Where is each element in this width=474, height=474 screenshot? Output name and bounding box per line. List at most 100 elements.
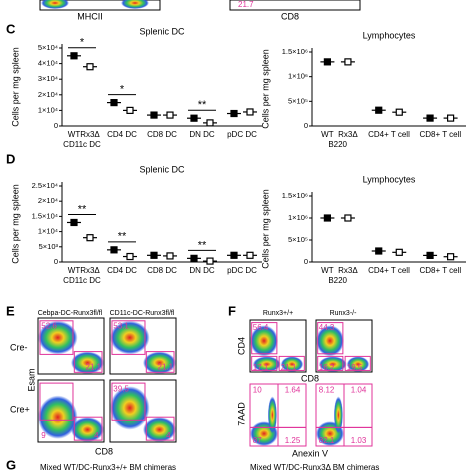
gate-value: 21.7 (238, 0, 254, 9)
legend-label: Rx3Δ (80, 130, 100, 139)
mean-marker (395, 248, 403, 256)
y-tick-label: 1×10⁶ (288, 72, 308, 81)
x-tick-label: CD8+ T cell (419, 130, 461, 139)
mean-marker (166, 111, 174, 119)
gate-value: 1.04 (351, 385, 367, 394)
gate (39, 320, 74, 355)
mean-marker (150, 111, 158, 119)
mean-marker (190, 254, 198, 262)
mean-marker (126, 252, 134, 261)
gate (344, 355, 371, 371)
mean-marker (344, 214, 352, 222)
flow-blob (318, 356, 347, 373)
mean-marker (323, 58, 331, 66)
y-label: CD4 (236, 337, 246, 355)
flow-blob (280, 356, 304, 373)
flow-blob (110, 386, 150, 430)
gate (251, 322, 278, 355)
x-label: CD8 (281, 11, 299, 21)
mean-marker (206, 257, 214, 265)
mean-marker (375, 106, 383, 114)
mean-marker (344, 58, 352, 66)
x-tick-label: CD8 DC (147, 130, 177, 139)
column-label: Runx3-/- (330, 310, 358, 317)
panel-letter: G (6, 457, 16, 472)
gate (145, 416, 175, 441)
column-label: CD11c-DC-Runx3fl/fl (110, 310, 175, 317)
gate-value: 39.5 (113, 384, 129, 393)
gate-value: 4 (166, 431, 171, 440)
y-tick-label: 1×10⁴ (38, 227, 58, 236)
x-label: MHCII (77, 11, 103, 21)
row-label: Cre+ (10, 404, 30, 414)
gate (73, 351, 103, 373)
x-label: CD8 (301, 373, 319, 383)
significance: * (80, 37, 85, 49)
gate (278, 355, 305, 371)
gate-value: 1.64 (285, 385, 301, 394)
mean-marker (86, 234, 94, 242)
significance: * (120, 84, 125, 96)
y-tick-label: 1.5×10⁶ (282, 47, 308, 56)
mean-marker (166, 252, 174, 260)
y-tick-label: 0 (54, 121, 58, 130)
y-label: Esam (26, 368, 36, 391)
gate-value: 1.25 (285, 436, 301, 445)
panel-letter: C (6, 21, 16, 36)
gate-value: 21.1 (281, 363, 297, 372)
chart-title: Splenic DC (139, 26, 185, 36)
significance: ** (78, 203, 87, 215)
mean-marker (230, 109, 238, 118)
flow-blob (250, 325, 278, 357)
mean-marker (375, 247, 383, 255)
x-label: Anexin V (292, 448, 328, 458)
flow-blob (143, 417, 176, 442)
mean-marker (395, 108, 403, 116)
gate (317, 355, 344, 371)
x-tick-label: CD4+ T cell (368, 266, 410, 275)
flow-blob (121, 0, 149, 9)
panel-letter: F (228, 303, 236, 318)
flow-blob (71, 417, 104, 442)
y-tick-label: 1.5×10⁴ (32, 211, 58, 220)
y-label: Cells per mg spleen (10, 184, 20, 264)
significance: ** (198, 239, 207, 251)
y-tick-label: 0 (304, 257, 308, 266)
legend-label: WT (68, 266, 81, 275)
x-tick-label: CD11c DC (63, 276, 101, 285)
gate (111, 382, 146, 421)
x-tick-label: CD4+ T cell (368, 130, 410, 139)
flow-blob (38, 320, 78, 355)
legend-label: Rx3Δ (80, 266, 100, 275)
y-tick-label: 4×10⁴ (38, 59, 58, 68)
chimera-title: Mixed WT/DC-Runx3Δ BM chimeras (250, 463, 379, 472)
y-tick-label: 0 (304, 121, 308, 130)
chimera-title: Mixed WT/DC-Runx3+/+ BM chimeras (40, 463, 176, 472)
x-tick-label: CD8+ T cell (419, 266, 461, 275)
gate (277, 426, 307, 447)
y-tick-label: 0 (54, 257, 58, 266)
x-tick-label: DN DC (189, 266, 215, 275)
column-label: Cebpa-DC-Runx3fl/fl (38, 310, 103, 317)
flow-blob (316, 325, 344, 357)
mean-marker (190, 114, 198, 122)
flow-blob (38, 395, 78, 439)
mean-marker (323, 214, 331, 222)
mean-marker (126, 106, 134, 115)
x-tick-label: pDC DC (227, 266, 257, 275)
y-tick-label: 1.5×10⁶ (282, 191, 308, 200)
gate-value: 53.1 (113, 322, 129, 331)
column-label: Runx3+/+ (263, 310, 293, 317)
legend-label: WT (321, 266, 334, 275)
gate-value: 21.1 (86, 362, 102, 371)
gate (73, 416, 103, 441)
x-tick-label: CD4 DC (107, 266, 137, 275)
y-tick-label: 2.5×10⁴ (32, 181, 58, 190)
y-tick-label: 1×10⁶ (288, 213, 308, 222)
y-tick-label: 2×10⁴ (38, 90, 58, 99)
y-label: Cells per mg spleen (10, 47, 20, 127)
y-label: 7AAD (236, 402, 246, 426)
gate-value: 4 (94, 431, 99, 440)
gate-value: 1.03 (351, 436, 367, 445)
y-tick-label: 3×10⁴ (38, 74, 58, 83)
